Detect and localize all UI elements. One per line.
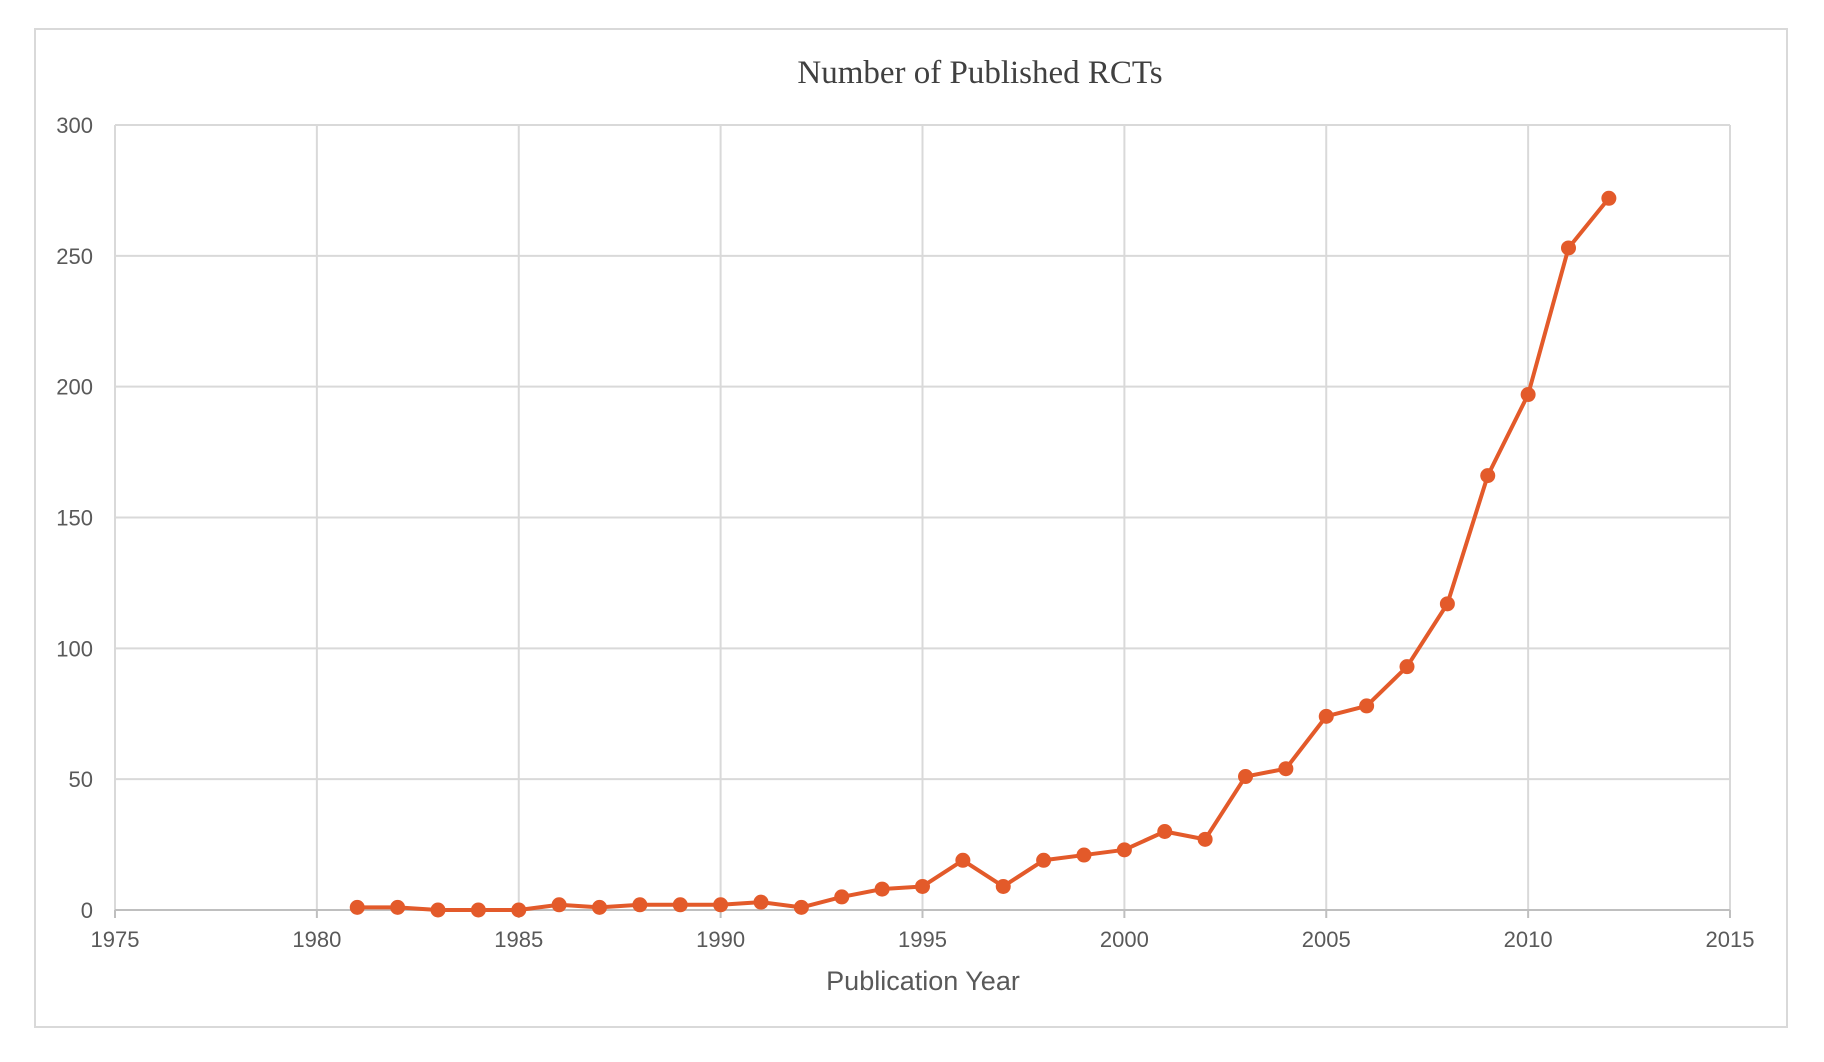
x-tick-label-2015: 2015 bbox=[1706, 927, 1755, 952]
x-tick-label-1985: 1985 bbox=[494, 927, 543, 952]
data-point-1984 bbox=[470, 902, 486, 918]
y-tick-label-50: 50 bbox=[69, 767, 93, 792]
y-tick-label-100: 100 bbox=[56, 636, 93, 661]
data-point-2005 bbox=[1318, 708, 1334, 724]
y-tick-label-0: 0 bbox=[81, 898, 93, 923]
data-point-1986 bbox=[551, 897, 567, 913]
data-point-2003 bbox=[1238, 769, 1253, 785]
data-point-1999 bbox=[1076, 847, 1092, 863]
x-tick-label-1995: 1995 bbox=[898, 927, 947, 952]
x-tick-label-2010: 2010 bbox=[1504, 927, 1553, 952]
y-tick-label-250: 250 bbox=[56, 244, 93, 269]
x-tick-label-1990: 1990 bbox=[696, 927, 745, 952]
y-axis-ticks: 0 50 100 150 200 250 300 bbox=[56, 113, 93, 923]
data-point-1989 bbox=[672, 897, 688, 913]
data-point-1987 bbox=[592, 899, 607, 915]
data-point-1981 bbox=[349, 899, 365, 915]
data-point-1982 bbox=[390, 899, 406, 915]
data-point-1997 bbox=[995, 878, 1011, 894]
data-point-1995 bbox=[915, 878, 930, 894]
y-tick-label-150: 150 bbox=[56, 506, 93, 531]
data-point-2002 bbox=[1197, 831, 1213, 847]
series-line bbox=[357, 197, 1611, 912]
x-tick-label-2005: 2005 bbox=[1302, 927, 1351, 952]
data-point-2011 bbox=[1561, 240, 1576, 256]
data-point-2004 bbox=[1278, 761, 1294, 777]
x-tick-label-2000: 2000 bbox=[1100, 927, 1149, 952]
chart-title: Number of Published RCTs bbox=[797, 55, 1162, 91]
data-point-1985 bbox=[511, 902, 527, 918]
data-point-2007 bbox=[1399, 659, 1415, 675]
data-point-1996 bbox=[955, 852, 971, 868]
x-tick-label-1980: 1980 bbox=[292, 927, 341, 952]
data-point-1991 bbox=[753, 894, 769, 910]
data-point-1993 bbox=[834, 889, 850, 905]
chart-frame bbox=[34, 28, 1788, 1028]
y-tick-label-300: 300 bbox=[56, 113, 93, 138]
data-point-1988 bbox=[632, 897, 648, 913]
data-point-2009 bbox=[1480, 468, 1496, 484]
data-point-2012 bbox=[1601, 190, 1617, 206]
data-point-1998 bbox=[1036, 852, 1052, 868]
grid-lines bbox=[114, 124, 1731, 910]
data-point-2001 bbox=[1157, 824, 1173, 839]
y-tick-label-200: 200 bbox=[56, 375, 93, 400]
data-point-2000 bbox=[1116, 842, 1132, 858]
x-tick-label-1975: 1975 bbox=[91, 927, 140, 952]
x-axis-title: Publication Year bbox=[826, 966, 1020, 996]
data-point-2010 bbox=[1520, 387, 1536, 403]
data-point-1994 bbox=[874, 881, 890, 897]
data-point-2006 bbox=[1359, 698, 1375, 714]
data-point-1992 bbox=[793, 899, 809, 915]
data-point-2008 bbox=[1439, 596, 1455, 612]
data-points bbox=[349, 190, 1617, 918]
data-point-1983 bbox=[430, 902, 446, 918]
x-axis-ticks: 1975 1980 1985 1990 1995 2000 2005 2010 2015 bbox=[91, 910, 1755, 952]
data-point-1990 bbox=[713, 897, 729, 913]
